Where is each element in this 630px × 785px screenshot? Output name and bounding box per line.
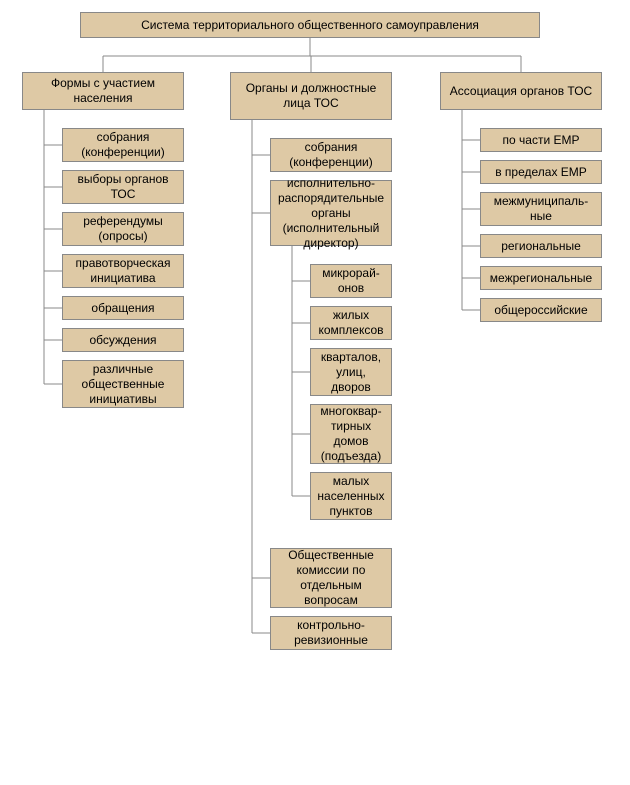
node-c2_3: Общественные комиссии по отдельным вопро…	[270, 548, 392, 608]
node-c3_2: в пределах ЕМР	[480, 160, 602, 184]
node-c2_2a: микрорай-онов	[310, 264, 392, 298]
node-c3_4: региональные	[480, 234, 602, 258]
node-c2_4: контрольно-ревизионные	[270, 616, 392, 650]
node-c2_2: исполнительно-распорядительные органы (и…	[270, 180, 392, 246]
node-root: Система территориального общественного с…	[80, 12, 540, 38]
node-c2_2c: кварталов, улиц, дворов	[310, 348, 392, 396]
node-c3_5: межрегиональные	[480, 266, 602, 290]
node-c1_3: референдумы (опросы)	[62, 212, 184, 246]
node-c1_4: правотворческая инициатива	[62, 254, 184, 288]
node-col2: Органы и должностные лица ТОС	[230, 72, 392, 120]
node-col3: Ассоциация органов ТОС	[440, 72, 602, 110]
node-col1: Формы с участием населения	[22, 72, 184, 110]
node-c2_2d: многоквар-тирных домов (подъезда)	[310, 404, 392, 464]
node-c1_1: собрания (конференции)	[62, 128, 184, 162]
node-c3_1: по части ЕМР	[480, 128, 602, 152]
node-c2_2b: жилых комплексов	[310, 306, 392, 340]
node-c2_2e: малых населенных пунктов	[310, 472, 392, 520]
node-c1_5: обращения	[62, 296, 184, 320]
node-c1_2: выборы органов ТОС	[62, 170, 184, 204]
node-c1_7: различные общественные инициативы	[62, 360, 184, 408]
node-c3_3: межмуниципаль-ные	[480, 192, 602, 226]
node-c2_1: собрания (конференции)	[270, 138, 392, 172]
node-c3_6: общероссийские	[480, 298, 602, 322]
node-c1_6: обсуждения	[62, 328, 184, 352]
